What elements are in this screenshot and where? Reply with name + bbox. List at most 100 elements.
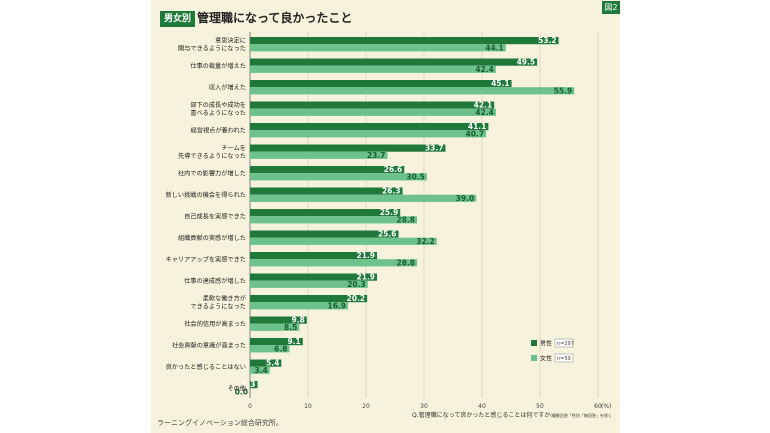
legend-swatch-female <box>531 355 537 361</box>
bar-female <box>250 259 418 267</box>
x-tick-label: 10 <box>304 403 312 410</box>
bar-male <box>250 58 538 66</box>
bar-female <box>250 108 496 116</box>
category-label: チームを先導できるようになった <box>178 145 246 160</box>
data-label: 28.8 <box>397 258 416 267</box>
x-tick-labels: 0 10 20 30 40 50 60 (%) <box>248 403 611 410</box>
data-label: 5.4 <box>266 359 279 368</box>
bar-female <box>250 87 575 95</box>
bar-male <box>250 273 378 281</box>
chart-title: 管理職になって良かったこと <box>197 11 353 25</box>
legend-swatch-male <box>531 340 537 346</box>
data-label: 33.7 <box>425 144 444 153</box>
data-label: 49.5 <box>517 58 536 67</box>
category-label: 部下の成長や成功を喜べるようになった <box>190 101 246 117</box>
legend-n: n=59 <box>557 356 571 362</box>
data-label: 26.6 <box>384 165 403 174</box>
figure-number: 図2 <box>602 1 620 14</box>
bar-female <box>250 194 477 202</box>
data-label: 42.1 <box>474 101 493 110</box>
x-unit-label: (%) <box>601 403 611 410</box>
data-label: 28.8 <box>397 215 416 224</box>
data-label: 21.9 <box>357 273 376 282</box>
data-label: 44.1 <box>485 43 504 52</box>
bar-male <box>250 316 307 324</box>
bar-male <box>250 123 489 131</box>
category-label: 社内での影響力が増した <box>178 170 246 178</box>
data-label: 39.0 <box>456 194 475 203</box>
legend-label: 女性 <box>540 355 552 363</box>
category-label: 社会的信用が高まった <box>184 320 246 328</box>
category-label: 仕事の達成感が増した <box>184 277 246 285</box>
data-label: 1.3 <box>242 380 255 389</box>
x-tick-label: 40 <box>478 403 486 410</box>
category-label: キャリアアップを実感できた <box>166 256 246 264</box>
legend-n: n=297 <box>557 341 574 347</box>
bar-female <box>250 323 300 331</box>
bar-female <box>250 216 418 224</box>
data-label: 21.9 <box>357 251 376 260</box>
bars: 53.244.149.542.445.155.942.142.441.140.7… <box>235 36 575 396</box>
data-label: 3.4 <box>254 366 267 375</box>
data-label: 8.5 <box>284 323 297 332</box>
category-label: 意思決定に関与できるようになった <box>178 37 246 53</box>
gender-tag: 男女別 <box>160 11 196 27</box>
bar-male <box>250 381 258 389</box>
category-label: 良かったと感じることはない <box>166 363 246 371</box>
data-label: 25.9 <box>380 208 399 217</box>
bar-male <box>250 359 282 367</box>
bar-male <box>250 209 401 217</box>
legend-label: 男性 <box>540 340 552 348</box>
bar-male <box>250 144 446 152</box>
category-label: 柔軟な働き方ができるようになった <box>190 295 246 311</box>
data-label: 26.3 <box>382 187 401 196</box>
data-label: 30.5 <box>406 172 425 181</box>
data-label: 6.8 <box>274 344 287 353</box>
legend-n-box <box>554 338 574 348</box>
data-label: 0.0 <box>235 387 248 396</box>
bar-female <box>250 345 290 353</box>
data-label: 32.2 <box>416 237 435 246</box>
bar-female <box>250 151 388 159</box>
bar-male <box>250 295 368 303</box>
bar-male <box>250 101 495 109</box>
bar-male <box>250 187 403 195</box>
data-label: 53.2 <box>538 36 557 45</box>
data-label: 41.1 <box>468 122 487 131</box>
bar-male <box>250 80 512 88</box>
x-tick-label: 50 <box>536 403 544 410</box>
bar-female <box>250 44 506 52</box>
bar-female <box>250 366 270 374</box>
source-credit: ラーニングイノベーション総合研究所。 <box>157 419 283 427</box>
data-label: 9.8 <box>292 316 305 325</box>
bar-male <box>250 230 399 238</box>
category-label: 組織貢献の実感が増した <box>178 234 246 242</box>
survey-question: Q.管理職になって良かったと感じることは何ですか(複数回答「性別「無回答」を除く <box>412 412 612 419</box>
x-tick-label: 0 <box>248 403 252 410</box>
data-label: 20.3 <box>347 280 366 289</box>
bar-female <box>250 280 368 288</box>
data-label: 40.7 <box>466 129 485 138</box>
data-label: 42.4 <box>475 65 494 74</box>
category-label: その他 <box>227 385 246 393</box>
x-tick-label: 60 <box>594 403 602 410</box>
bar-male <box>250 166 405 174</box>
data-label: 23.7 <box>367 151 386 160</box>
legend-n-box <box>554 353 574 363</box>
bar-female <box>250 173 427 181</box>
category-label: 自己成長を実感できた <box>184 213 246 221</box>
category-label: 収入が増えた <box>209 84 246 92</box>
bar-female <box>250 237 437 245</box>
data-label: 25.6 <box>378 230 397 239</box>
bar-female <box>250 302 349 310</box>
x-tick-label: 30 <box>420 403 428 410</box>
category-label: 新しい挑戦の機会を得られた <box>166 191 246 199</box>
bar-male <box>250 338 303 346</box>
data-label: 42.4 <box>475 108 494 117</box>
data-label: 16.9 <box>328 301 347 310</box>
bar-female <box>250 65 496 73</box>
data-label: 45.1 <box>491 79 510 88</box>
bar-male <box>250 252 378 260</box>
data-label: 20.2 <box>347 294 366 303</box>
